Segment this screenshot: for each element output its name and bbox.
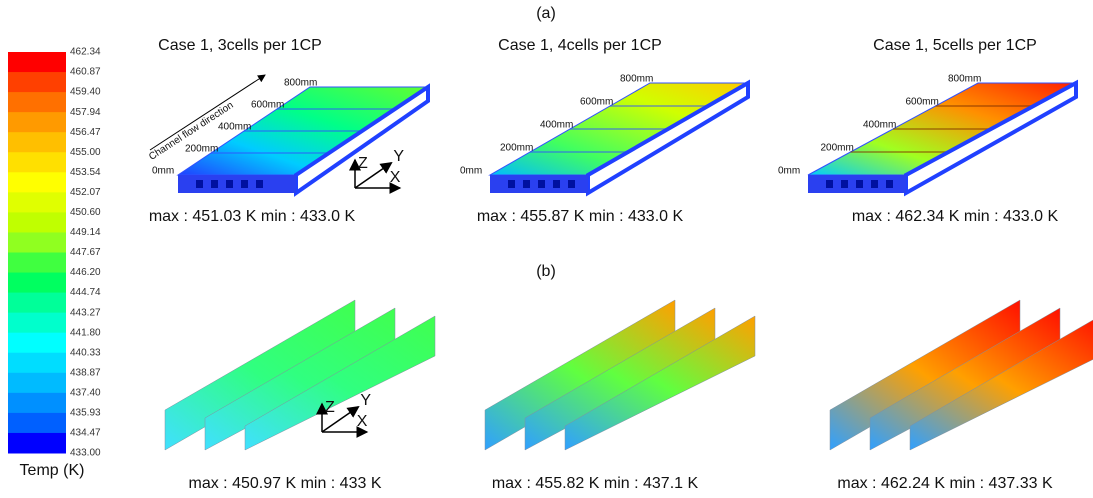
distance-label: 600mm (251, 100, 284, 111)
distance-label: 200mm (185, 144, 218, 155)
distance-label: 800mm (620, 74, 653, 85)
channel-hole (226, 180, 233, 188)
colorbar-tick-label: 441.80 (70, 327, 101, 338)
colorbar-swatch (8, 353, 66, 374)
label-a: (a) (536, 5, 556, 22)
colorbar-tick-label: 456.47 (70, 127, 101, 138)
panel-title: Case 1, 4cells per 1CP (498, 37, 662, 54)
distance-label: 400mm (218, 122, 251, 133)
page: {"label_a": "(a)", "label_b": "(b)", "co… (0, 0, 1093, 498)
channel-hole (523, 180, 530, 188)
panel-caption: max : 455.87 K min : 433.0 K (477, 208, 684, 225)
colorbar-swatch (8, 232, 66, 253)
panel-title: Case 1, 3cells per 1CP (158, 37, 322, 54)
panel-caption: max : 462.34 K min : 433.0 K (852, 208, 1059, 225)
distance-label: 400mm (540, 120, 573, 131)
colorbar-tick-label: 453.54 (70, 167, 101, 178)
colorbar-tick-label: 459.40 (70, 87, 101, 98)
distance-label: 600mm (580, 97, 613, 108)
colorbar-swatch (8, 172, 66, 193)
colorbar-swatch (8, 253, 66, 274)
channel-hole (856, 180, 863, 188)
colorbar-swatch (8, 152, 66, 173)
channel-hole (553, 180, 560, 188)
distance-label: 0mm (778, 166, 800, 177)
channel-hole (826, 180, 833, 188)
axis-label: Z (325, 399, 335, 416)
colorbar-swatch (8, 373, 66, 394)
slab-front (178, 175, 296, 193)
panel-caption: max : 450.97 K min : 433 K (189, 475, 382, 492)
colorbar-tick-label: 449.14 (70, 227, 101, 238)
panel-caption: max : 455.82 K min : 437.1 K (492, 475, 699, 492)
distance-label: 400mm (863, 120, 896, 131)
channel-hole (508, 180, 515, 188)
colorbar-tick-label: 450.60 (70, 207, 101, 218)
distance-label: 0mm (460, 166, 482, 177)
channel-hole (196, 180, 203, 188)
colorbar-tick-label: 460.87 (70, 67, 101, 78)
channel-hole (256, 180, 263, 188)
channel-hole (841, 180, 848, 188)
channel-hole (568, 180, 575, 188)
colorbar-swatch (8, 393, 66, 414)
colorbar-tick-label: 435.93 (70, 408, 101, 419)
colorbar-tick-label: 443.27 (70, 307, 101, 318)
colorbar-tick-label: 462.34 (70, 47, 101, 58)
axis-label: X (357, 413, 368, 430)
colorbar-tick-label: 455.00 (70, 147, 101, 158)
colorbar-tick-label: 457.94 (70, 107, 101, 118)
distance-label: 200mm (500, 143, 533, 154)
channel-hole (538, 180, 545, 188)
colorbar-swatch (8, 212, 66, 233)
colorbar-swatch (8, 313, 66, 334)
distance-label: 200mm (821, 143, 854, 154)
colorbar-swatch (8, 52, 66, 73)
colorbar-tick-label: 447.67 (70, 247, 101, 258)
distance-label: 800mm (948, 74, 981, 85)
colorbar-swatch (8, 333, 66, 354)
channel-hole (871, 180, 878, 188)
axis-label: X (390, 169, 401, 186)
panel-caption: max : 451.03 K min : 433.0 K (149, 208, 356, 225)
colorbar-swatch (8, 92, 66, 113)
colorbar-tick-label: 440.33 (70, 347, 101, 358)
colorbar-swatch (8, 273, 66, 294)
axis-label: Y (360, 392, 371, 409)
panel-caption: max : 462.24 K min : 437.33 K (837, 475, 1053, 492)
colorbar-swatch (8, 413, 66, 434)
channel-hole (211, 180, 218, 188)
distance-label: 600mm (906, 97, 939, 108)
colorbar-swatch (8, 112, 66, 133)
distance-label: 0mm (152, 166, 174, 177)
axis-label: Y (393, 148, 404, 165)
colorbar-tick-label: 437.40 (70, 387, 101, 398)
panel-title: Case 1, 5cells per 1CP (873, 37, 1037, 54)
colorbar-title: Temp (K) (20, 462, 85, 479)
distance-label: 800mm (284, 78, 317, 89)
label-b: (b) (536, 263, 556, 280)
colorbar-swatch (8, 72, 66, 93)
colorbar-swatch (8, 433, 66, 454)
axis-label: Z (358, 155, 368, 172)
colorbar-tick-label: 433.00 (70, 448, 101, 459)
colorbar-swatch (8, 293, 66, 314)
channel-hole (241, 180, 248, 188)
colorbar-tick-label: 452.07 (70, 187, 101, 198)
colorbar-swatch (8, 132, 66, 153)
colorbar-swatch (8, 192, 66, 213)
colorbar-tick-label: 438.87 (70, 367, 101, 378)
figure: (a) (b) Temp (K) 462.34 460.87 459.40 457.9… (0, 0, 1093, 498)
colorbar-tick-label: 444.74 (70, 287, 101, 298)
colorbar-tick-label: 434.47 (70, 428, 101, 439)
channel-hole (886, 180, 893, 188)
colorbar-tick-label: 446.20 (70, 267, 101, 278)
